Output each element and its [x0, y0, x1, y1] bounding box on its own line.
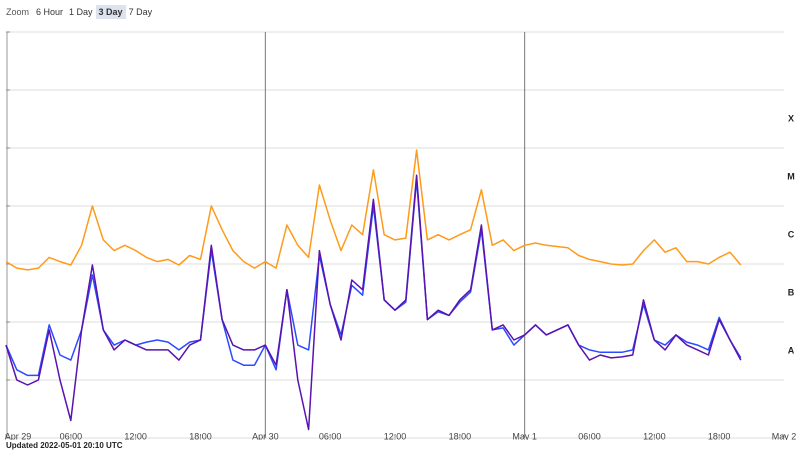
updated-text: Updated 2022-05-01 20:10 UTC: [6, 441, 123, 450]
x-tick-label: 18:00: [708, 431, 731, 440]
zoom-button[interactable]: 1 Day: [66, 5, 96, 19]
x-tick-label: 18:00: [189, 431, 212, 440]
flare-class-label: B: [788, 287, 795, 297]
x-tick-label: 12:00: [643, 431, 666, 440]
x-tick-label: 06:00: [319, 431, 342, 440]
x-tick-label: 06:00: [60, 431, 83, 440]
x-tick-label: 12:00: [124, 431, 147, 440]
flux-line: [5, 174, 742, 431]
zoom-button[interactable]: 7 Day: [125, 5, 156, 19]
x-tick-label: May 2: [772, 431, 797, 440]
x-tick-label: Apr 29: [5, 431, 32, 440]
chart: Apr 29 06:00 12:00 18:00 Apr 30 06:00 12:00 18:…: [5, 31, 797, 440]
x-tick-label: 12:00: [384, 431, 407, 440]
x-tick-label: May 1: [512, 431, 537, 440]
x-tick-label: 06:00: [578, 431, 601, 440]
x-tick-label: 18:00: [449, 431, 472, 440]
zoom-bar: Zoom 6 Hour 1 Day 3 Day 7 Day: [6, 4, 156, 20]
flare-class-label: C: [788, 229, 795, 239]
flux-line: [5, 179, 742, 377]
flare-class-label: M: [787, 171, 795, 181]
zoom-label: Zoom: [6, 7, 30, 17]
flare-class-label: X: [788, 113, 794, 123]
x-tick-label: Apr 30: [252, 431, 279, 440]
flux-line: [5, 149, 742, 271]
flare-class-label: A: [788, 345, 795, 355]
zoom-button[interactable]: 6 Hour: [33, 5, 67, 19]
zoom-button[interactable]: 3 Day: [95, 5, 126, 19]
